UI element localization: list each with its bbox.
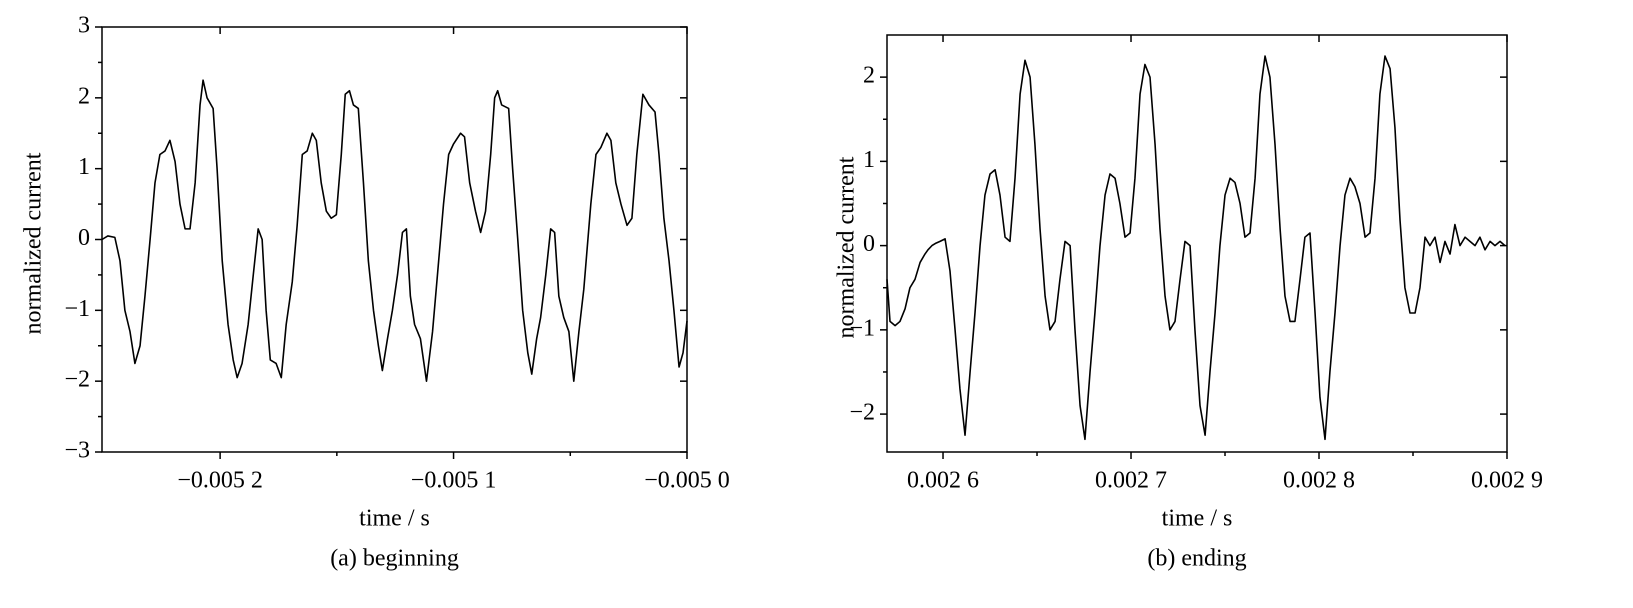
y-tick-label: 2 [78, 83, 90, 109]
caption: (a) beginning [330, 546, 459, 572]
x-tick-label: −0.005 1 [411, 468, 497, 494]
y-tick-label: −2 [64, 367, 90, 393]
y-tick-label: −2 [849, 400, 875, 426]
x-axis-label: time / s [359, 506, 430, 532]
y-tick-label: 0 [863, 231, 875, 257]
x-tick-label: 0.002 6 [907, 468, 979, 494]
y-tick-label: 1 [78, 154, 90, 180]
y-tick-label: −3 [64, 438, 90, 464]
y-tick-label: 2 [863, 63, 875, 89]
y-tick-label: −1 [849, 315, 875, 341]
y-axis-label: normalized current [21, 152, 47, 334]
x-tick-label: 0.002 8 [1283, 468, 1355, 494]
x-axis-label: time / s [1162, 506, 1233, 532]
plot-frame [886, 34, 1508, 453]
x-tick-label: 0.002 7 [1095, 468, 1167, 494]
y-tick-label: 3 [78, 13, 90, 39]
y-tick-label: 1 [863, 147, 875, 173]
y-tick-label: 0 [78, 225, 90, 251]
data-line [101, 79, 688, 382]
x-tick-label: −0.005 2 [177, 468, 263, 494]
plot-frame [101, 26, 688, 453]
data-line [886, 55, 1506, 441]
y-tick-label: −1 [64, 296, 90, 322]
caption: (b) ending [1147, 546, 1246, 572]
x-tick-label: −0.005 0 [644, 468, 730, 494]
x-tick-label: 0.002 9 [1471, 468, 1543, 494]
y-axis-label: normalized current [834, 156, 860, 338]
